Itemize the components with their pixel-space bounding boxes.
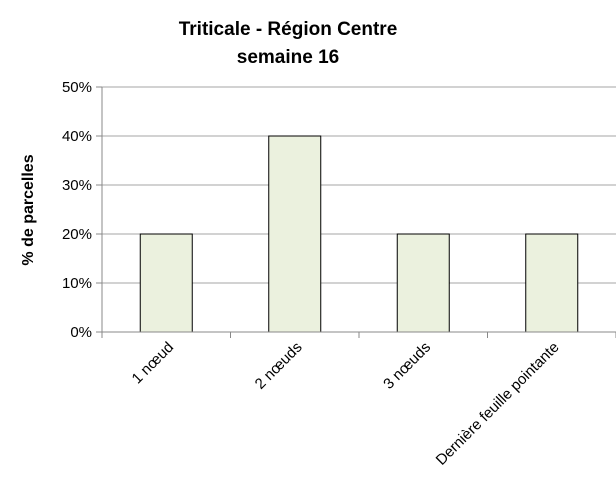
x-tick-label: 3 nœuds <box>380 339 434 393</box>
x-tick-label: 1 nœud <box>128 339 177 388</box>
bars <box>139 135 579 333</box>
axes <box>96 86 616 338</box>
y-tick-label: 50% <box>62 79 92 96</box>
y-tick-label: 10% <box>62 275 92 292</box>
y-axis-label: % de parcelles <box>20 154 37 265</box>
x-tick-label: 2 nœuds <box>252 339 306 393</box>
chart-subtitle: semaine 16 <box>237 47 339 68</box>
x-tick-label: Dernière feuille pointante <box>433 339 563 469</box>
y-tick-label: 20% <box>62 226 92 243</box>
bar <box>396 233 450 333</box>
bar <box>139 233 193 333</box>
bar <box>525 233 579 333</box>
y-tick-label: 0% <box>70 324 92 341</box>
y-tick-label: 30% <box>62 177 92 194</box>
chart-title: Triticale - Région Centre <box>179 19 398 40</box>
bar <box>268 135 322 333</box>
y-tick-label: 40% <box>62 128 92 145</box>
